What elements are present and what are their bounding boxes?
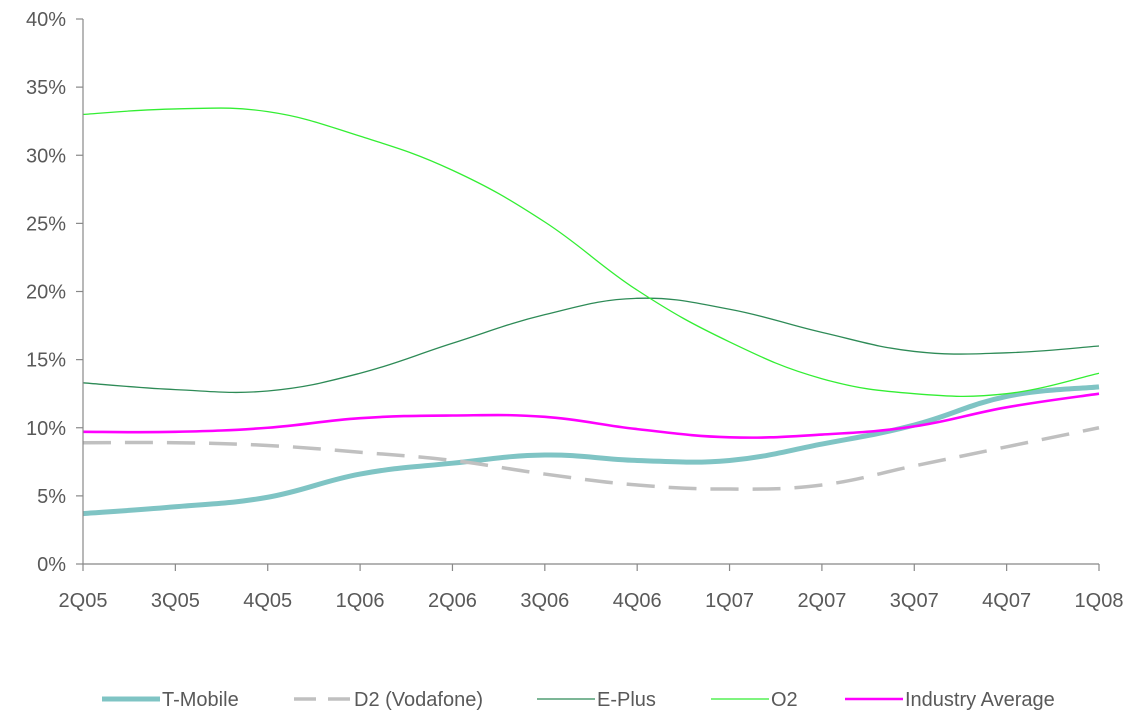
y-tick-label: 40%: [26, 9, 66, 31]
x-tick-label: 1Q07: [705, 590, 754, 612]
x-tick-label: 2Q06: [428, 590, 477, 612]
x-tick-label: 4Q05: [243, 590, 292, 612]
x-tick-label: 3Q06: [520, 590, 569, 612]
series-layer: [83, 108, 1099, 514]
x-tick-label: 1Q08: [1075, 590, 1124, 612]
x-tick-label: 1Q06: [336, 590, 385, 612]
axes-layer: [83, 19, 1099, 564]
y-tick-label: 5%: [37, 486, 66, 508]
legend-label: O2: [771, 689, 798, 711]
x-tick-label: 3Q07: [890, 590, 939, 612]
legend-label: Industry Average: [905, 689, 1055, 711]
series-line-o2: [83, 108, 1099, 396]
y-tick-label: 35%: [26, 77, 66, 99]
x-tick-label: 3Q05: [151, 590, 200, 612]
y-tick-label: 0%: [37, 554, 66, 576]
x-tick-label: 2Q05: [59, 590, 108, 612]
y-tick-label: 20%: [26, 282, 66, 304]
y-tick-label: 30%: [26, 145, 66, 167]
legend-label: E-Plus: [597, 689, 656, 711]
legend-label: D2 (Vodafone): [354, 689, 483, 711]
x-ticks-layer: 2Q05 3Q05 4Q05 1Q06 2Q06 3Q06 4Q06 1Q07 2Q07 3Q07…: [59, 564, 1124, 612]
x-tick-label: 4Q07: [982, 590, 1031, 612]
y-tick-label: 15%: [26, 350, 66, 372]
series-line-t-mobile: [83, 387, 1099, 514]
legend: T-Mobile D2 (Vodafone) E-Plus O2 Industry Av…: [102, 689, 1055, 711]
series-line-e-plus: [83, 298, 1099, 392]
x-tick-label: 2Q07: [797, 590, 846, 612]
y-tick-label: 10%: [26, 418, 66, 440]
y-tick-label: 25%: [26, 213, 66, 235]
x-tick-label: 4Q06: [613, 590, 662, 612]
legend-label: T-Mobile: [162, 689, 239, 711]
y-ticks-layer: 0% 5% 10% 15% 20% 25% 30% 35% 40%: [26, 9, 83, 576]
